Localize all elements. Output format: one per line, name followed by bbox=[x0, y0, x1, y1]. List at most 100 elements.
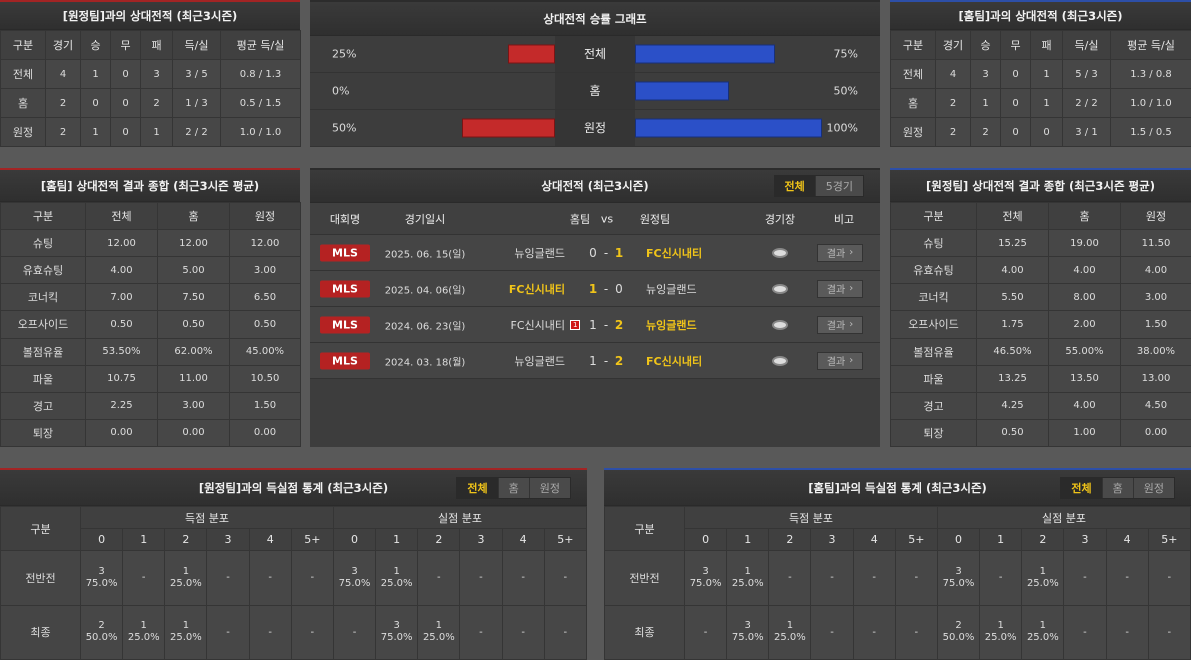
cell: 13.25 bbox=[976, 364, 1049, 393]
tab[interactable]: 원정 bbox=[528, 477, 570, 498]
tab[interactable]: 홈 bbox=[1101, 477, 1133, 498]
header-cell: 무 bbox=[110, 30, 141, 60]
row-label: 퇴장 bbox=[0, 418, 86, 448]
away-summary-panel: [원정팀] 상대전적 결과 종합 (최근3시즌 평균) 구분 전체 홈 원정 슈팅 15.2… bbox=[890, 168, 1191, 448]
away-score: 2 bbox=[614, 317, 624, 332]
header-cell: 구분 bbox=[890, 30, 936, 60]
cell: 2 / 2 bbox=[172, 117, 221, 147]
arrow-icon: › bbox=[849, 319, 854, 330]
away-score: 2 bbox=[614, 353, 624, 368]
away-score: 1 bbox=[614, 245, 624, 260]
header-cell: 평균 득/실 bbox=[1110, 30, 1191, 60]
cell: 3 bbox=[140, 59, 173, 89]
result-button[interactable]: 결과 › bbox=[817, 243, 863, 262]
score-sep: - bbox=[603, 317, 609, 332]
cell: 55.00% bbox=[1048, 337, 1121, 366]
cell: - bbox=[543, 604, 588, 660]
column-header: 4 bbox=[248, 528, 292, 551]
table-row: 파울 10.75 11.00 10.50 bbox=[0, 364, 301, 393]
cell: - bbox=[122, 550, 166, 606]
cell-rate: 75.0% bbox=[731, 632, 764, 644]
cell: 1 25.0% bbox=[1021, 604, 1065, 660]
stadium-icon[interactable] bbox=[772, 283, 788, 294]
cell: 2 bbox=[45, 88, 81, 118]
left-bar bbox=[461, 118, 555, 138]
column-header: 0 bbox=[936, 528, 981, 551]
cell: 0.5 / 1.5 bbox=[220, 88, 301, 118]
league-badge: MLS bbox=[320, 280, 370, 297]
column-header: 0 bbox=[683, 528, 728, 551]
tab[interactable]: 전체 bbox=[457, 477, 498, 498]
home-team: FC신시내티 bbox=[510, 318, 566, 332]
cell: 1 25.0% bbox=[164, 604, 208, 660]
tab[interactable]: 전체 bbox=[1061, 477, 1102, 498]
cell: 1 25.0% bbox=[122, 604, 166, 660]
table-row: 전체 4 1 0 3 3 / 5 0.8 / 1.3 bbox=[0, 59, 301, 89]
home-goal-stats-panel: [홈팀]과의 득실점 통계 (최근3시즌) 전체 홈 원정 구분 득점 분포 실점 분포 0 1… bbox=[604, 468, 1191, 660]
cell: 1.75 bbox=[976, 310, 1049, 339]
header-cell: 전체 bbox=[85, 201, 158, 231]
row-label: 원정 bbox=[890, 117, 936, 147]
cell: 3 / 1 bbox=[1062, 117, 1111, 147]
panel-title: [원정팀] 상대전적 결과 종합 (최근3시즌 평균) bbox=[890, 170, 1191, 202]
graph-body: 25% 75% 전체 0% 50% 홈 50% 100% 원정 bbox=[310, 36, 880, 147]
stadium-icon[interactable] bbox=[772, 355, 788, 366]
cell-count: 3 bbox=[351, 565, 358, 577]
row-label: 코너킥 bbox=[0, 283, 86, 312]
table-row: 최종 -3 75.0% 1 25.0% - - -2 50.0% 1 25.0% 1 25.0% - - - bbox=[604, 604, 1191, 660]
tab-group: 전체 홈 원정 bbox=[456, 476, 571, 499]
cell-count: 1 bbox=[997, 620, 1004, 632]
cell: 3 / 5 bbox=[172, 59, 221, 89]
arrow-icon: › bbox=[849, 283, 854, 294]
cell: - bbox=[1147, 550, 1191, 606]
cell: 3 75.0% bbox=[332, 550, 377, 606]
away-record-panel: [원정팀]과의 상대전적 (최근3시즌) 구분 경기 승 무 패 득/실 평균 득/실 전체 4 1… bbox=[0, 0, 301, 147]
cell-count: 3 bbox=[702, 565, 709, 577]
away-team: 뉴잉글랜드 bbox=[646, 282, 697, 296]
column-header: 5+ bbox=[894, 528, 938, 551]
left-rate: 50% bbox=[332, 121, 357, 135]
cell: 45.00% bbox=[229, 337, 301, 366]
left-rate: 25% bbox=[332, 47, 357, 61]
header-row: 구분 전체 홈 원정 bbox=[0, 201, 301, 231]
away-score: 0 bbox=[615, 281, 623, 296]
cell: - bbox=[1147, 604, 1191, 660]
cell-count: 1 bbox=[140, 620, 147, 632]
cell: - bbox=[1105, 550, 1149, 606]
header-cell: 경기 bbox=[45, 30, 81, 60]
header-cell: 원정팀 bbox=[639, 212, 671, 226]
cell: 3 75.0% bbox=[936, 550, 981, 606]
cell: 10.75 bbox=[85, 364, 158, 393]
result-button[interactable]: 결과 › bbox=[817, 351, 863, 370]
result-button[interactable]: 결과 › bbox=[817, 315, 863, 334]
cell-rate: 25.0% bbox=[731, 577, 764, 589]
row-label: 볼점유율 bbox=[890, 337, 977, 366]
tab[interactable]: 전체 bbox=[774, 176, 815, 196]
column-header: 4 bbox=[501, 528, 545, 551]
header-cell: 구분 bbox=[0, 30, 46, 60]
header-row: 구분 득점 분포 실점 분포 bbox=[604, 506, 1191, 551]
cell: 1 / 3 bbox=[172, 88, 221, 118]
tab[interactable]: 홈 bbox=[497, 477, 529, 498]
stadium-icon[interactable] bbox=[772, 319, 788, 330]
header-cell: 경기 bbox=[935, 30, 971, 60]
cell-count: 1 bbox=[393, 565, 400, 577]
right-rate: 100% bbox=[826, 121, 858, 135]
table: 구분 경기 승 무 패 득/실 평균 득/실 전체 4 1 0 3 3 / 5 0.8 / 1.3 홈 2 0 0… bbox=[0, 30, 301, 147]
match-list: MLS 2025. 06. 15(일) 뉴잉글랜드 0-1 FC신시내티 결과 › MLS 20… bbox=[310, 235, 880, 447]
table: 구분 득점 분포 실점 분포 0 1 2 3 4 5+ 0 1 2 3 4 5+ 전반전 3 75.0% 1 25.0… bbox=[604, 506, 1191, 660]
graph-row: 25% 75% 전체 bbox=[310, 36, 880, 73]
stadium-icon[interactable] bbox=[772, 247, 788, 258]
column-header: 0 bbox=[332, 528, 377, 551]
result-button[interactable]: 결과 › bbox=[817, 279, 863, 298]
tab[interactable]: 원정 bbox=[1132, 477, 1174, 498]
cell: 0.50 bbox=[229, 310, 301, 339]
cell: 1 25.0% bbox=[164, 550, 208, 606]
cell-rate: 75.0% bbox=[689, 577, 722, 589]
row-label: 최종 bbox=[0, 604, 81, 660]
row-label: 홈 bbox=[0, 88, 46, 118]
cell-rate: 25.0% bbox=[984, 632, 1017, 644]
column-header: 1 bbox=[979, 528, 1023, 551]
tab[interactable]: 5경기 bbox=[814, 176, 863, 196]
red-card: 1 bbox=[570, 319, 581, 330]
